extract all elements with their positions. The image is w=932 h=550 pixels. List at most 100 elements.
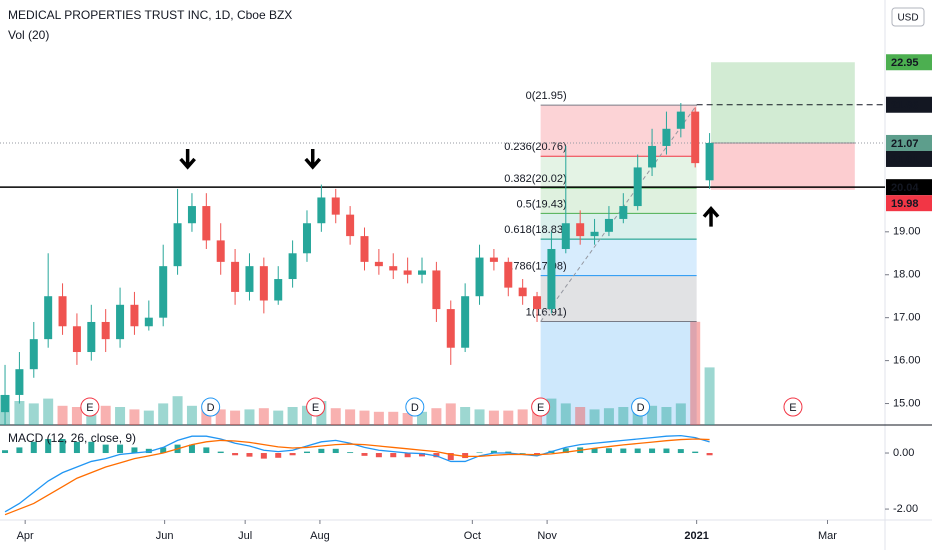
macd-histogram-bar [246,453,253,457]
macd-histogram-bar [45,439,52,454]
macd-histogram-bar [634,448,641,454]
price-label: 21.07 [891,138,919,150]
macd-histogram-bar [102,444,109,454]
candle-body [173,223,182,267]
volume-title: Vol (20) [8,28,49,42]
volume-bar [215,409,226,425]
volume-bar [647,405,658,425]
candle-body [1,394,10,413]
macd-histogram-bar [232,453,239,456]
candle-body [288,253,297,280]
fib-label: 1(16.91) [526,306,567,318]
y-tick-label: 15.00 [893,397,921,409]
macd-histogram-bar [318,448,325,454]
volume-bar [28,403,39,425]
candle-body [475,257,484,297]
candle-body [518,287,527,297]
fib-label: 0.786(17.98) [504,261,566,273]
candle-body [346,214,355,237]
macd-histogram-bar [620,448,627,454]
fib-label: 0.236(20.76) [504,141,566,153]
volume-bar [431,408,442,425]
volume-bar [546,398,557,425]
fib-label: 0.5(19.43) [516,198,566,210]
macd-histogram-bar [347,452,354,454]
event-marker [531,397,551,417]
candle-body [432,270,441,310]
macd-histogram-bar [188,444,195,454]
macd-histogram-bar [677,449,684,454]
macd-histogram-bar [73,441,80,454]
macd-histogram-bar [534,453,541,455]
volume-bar [143,410,154,425]
y-tick-label: 0.00 [893,447,914,459]
event-marker [631,397,651,417]
event-label: E [312,402,319,414]
signal-line [4,438,710,516]
price-label-bg [886,134,932,151]
price-label-bg [886,179,932,196]
price-label-bg [886,150,932,167]
macd-histogram-bar [117,444,124,454]
event-marker [80,397,100,417]
volume-bar [690,321,701,425]
candle-body [489,257,498,262]
volume-bar [57,405,68,425]
candle-body [87,321,96,353]
fib-zone [540,188,697,214]
arrow [702,205,720,227]
price-label: 22.95 [891,57,919,69]
currency: USD [897,13,918,24]
volume-bar [488,410,499,425]
event-marker [306,397,326,417]
volume-bar [186,405,197,425]
macd-histogram-bar [519,453,526,454]
macd-histogram-bar [160,447,167,454]
price-label: 21.01 [891,154,919,166]
fib-zone [540,105,697,157]
x-tick-label: Nov [537,530,557,542]
target-zone [711,62,855,143]
candle-body [446,309,455,348]
volume-bar [474,409,485,425]
candle-body [302,223,311,254]
candle-body [461,296,470,348]
macd-histogram-bar [433,453,440,458]
macd-histogram-bar [505,451,512,454]
volume-bar [330,408,341,425]
currency-box [891,7,925,27]
macd-histogram-bar [419,453,426,457]
volume-bar [373,411,384,425]
macd-histogram-bar [260,453,267,459]
volume-bar [445,403,456,425]
candle-body [116,304,125,340]
y-tick-label: 19.00 [893,226,921,238]
volume-bar [172,396,183,425]
volume-bar [532,408,543,425]
macd-histogram-bar [145,448,152,454]
event-marker [405,397,425,417]
macd-histogram-bar [289,453,296,456]
candle-body [418,270,427,275]
macd-histogram-bar [390,453,397,458]
macd-title: MACD (12, 26, close, 9) [8,431,136,445]
candle-body [130,304,139,327]
event-label: E [789,402,796,414]
macd-histogram-bar [476,452,483,454]
volume-bar [589,409,600,425]
event-label: E [537,402,544,414]
macd-histogram-bar [605,448,612,454]
candle-body [187,206,196,224]
candle-body [245,266,254,292]
candle-body [691,111,700,164]
candle-body [360,236,369,262]
candle-body [403,270,412,275]
price-label: 19.98 [891,198,919,210]
macd-histogram-bar [59,439,66,454]
macd-histogram-bar [203,447,210,454]
chart-title: MEDICAL PROPERTIES TRUST INC, 1D, Cboe B… [8,8,292,22]
fib-zone [540,156,697,189]
volume-bar [201,408,212,425]
macd-histogram-bar [462,453,469,459]
